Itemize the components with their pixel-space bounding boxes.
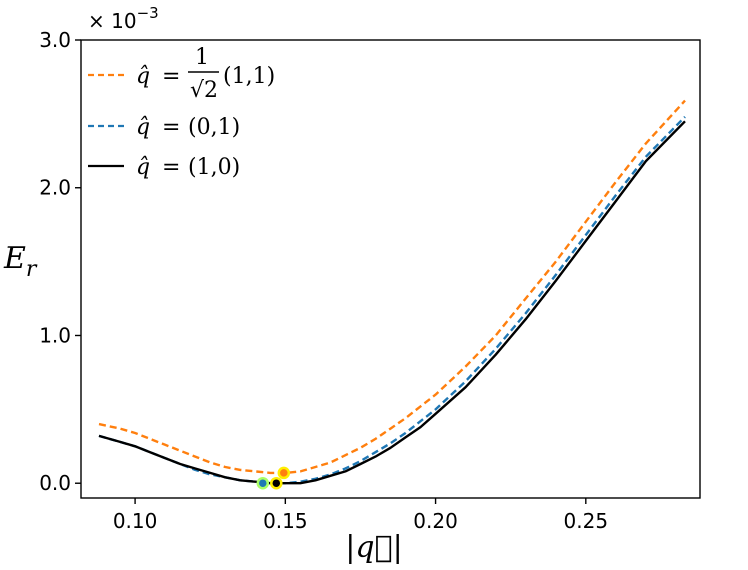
legend-label-blue-tail: (0,1) bbox=[188, 115, 240, 140]
x-tick-label: 0.20 bbox=[413, 509, 458, 533]
minimum-marker-0 bbox=[277, 466, 291, 480]
legend-label-black-eq: = bbox=[162, 155, 180, 180]
legend-label-blue-eq: = bbox=[162, 115, 180, 140]
legend: q̂ = 1 √2 (1,1) q̂ = (0,1) q̂ = (1,0) bbox=[88, 45, 275, 180]
legend-label-black-tail: (1,0) bbox=[188, 155, 240, 180]
y-tick-label: 3.0 bbox=[39, 28, 71, 52]
legend-label-orange-num: 1 bbox=[195, 45, 209, 70]
x-tick-label: 0.15 bbox=[263, 509, 308, 533]
legend-label-orange-hat: q̂ bbox=[136, 64, 150, 89]
series-line-0 bbox=[98, 99, 686, 475]
y-multiplier: × 10−3 bbox=[88, 4, 159, 33]
minimum-marker-2 bbox=[270, 476, 283, 490]
minimum-marker-1 bbox=[256, 476, 270, 490]
x-axis-label: |q⃗| bbox=[345, 530, 402, 565]
y-tick-label: 0.0 bbox=[39, 471, 71, 495]
legend-label-blue-hat: q̂ bbox=[136, 115, 150, 140]
legend-label-orange-tail: (1,1) bbox=[223, 64, 275, 89]
y-axis-label: Er bbox=[3, 241, 38, 282]
y-axis-label-sub: r bbox=[26, 257, 38, 282]
y-multiplier-exponent: −3 bbox=[137, 4, 159, 22]
series-line-1 bbox=[98, 115, 686, 485]
x-tick-label: 0.25 bbox=[564, 509, 609, 533]
legend-label-black-hat: q̂ bbox=[136, 155, 150, 180]
plot-frame bbox=[80, 39, 701, 499]
legend-label-orange-den: √2 bbox=[190, 78, 218, 103]
y-tick-label: 2.0 bbox=[39, 176, 71, 200]
x-tick-label: 0.10 bbox=[113, 509, 158, 533]
y-tick-label: 1.0 bbox=[39, 323, 71, 347]
legend-label-orange-eq: = bbox=[162, 64, 180, 89]
series-line-2 bbox=[98, 120, 686, 485]
